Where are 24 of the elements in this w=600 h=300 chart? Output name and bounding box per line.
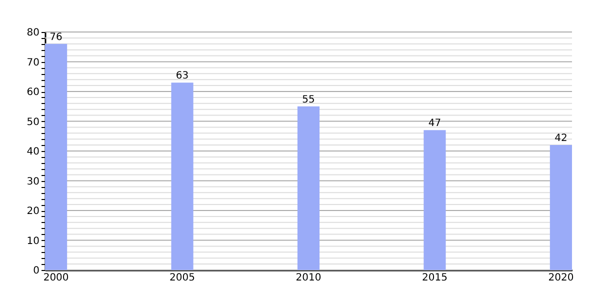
bar (297, 106, 320, 270)
bar (171, 82, 194, 270)
x-tick-label: 2000 (43, 272, 69, 284)
y-tick-label: 50 (26, 116, 40, 128)
x-tick-label: 2020 (548, 272, 574, 284)
y-tick-label: 80 (26, 28, 40, 38)
data-label: 42 (554, 133, 568, 144)
x-tick-label: 2005 (170, 272, 195, 284)
y-tick-label: 30 (26, 176, 40, 188)
y-tick-label: 20 (26, 206, 40, 217)
x-tick-label: 2015 (422, 272, 448, 284)
data-label: 55 (302, 94, 315, 106)
data-label: 47 (428, 118, 442, 130)
data-label: 76 (50, 32, 62, 43)
data-label: 63 (176, 70, 189, 82)
bar (424, 130, 446, 270)
bar (550, 145, 572, 270)
y-tick-label: 60 (26, 87, 40, 98)
y-tick-label: 40 (26, 146, 40, 158)
bar (45, 44, 68, 270)
y-tick-label: 10 (26, 236, 40, 247)
y-tick-label: 0 (33, 266, 40, 276)
y-tick-label: 70 (26, 57, 40, 68)
x-tick-label: 2010 (296, 272, 322, 284)
